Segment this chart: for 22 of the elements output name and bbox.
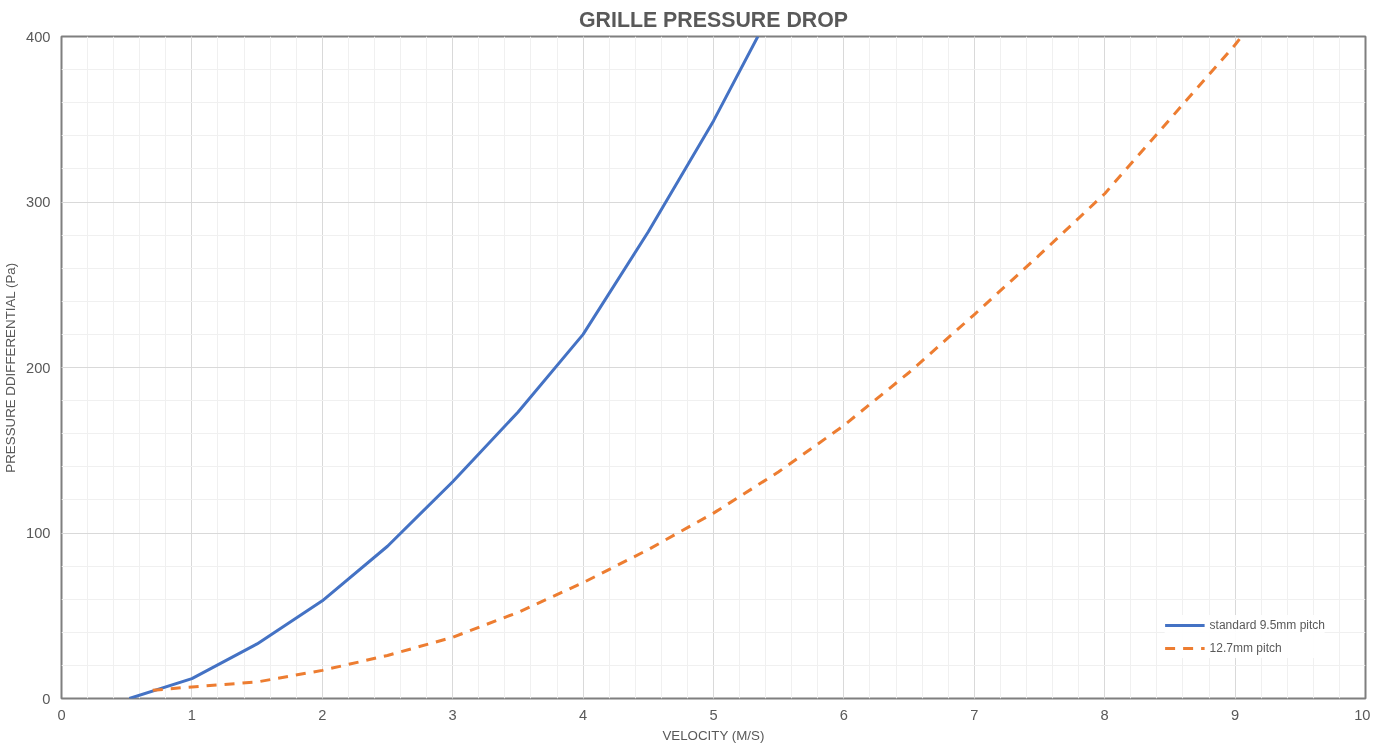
x-tick-label: 1 <box>187 706 196 723</box>
line-series <box>127 36 760 699</box>
x-tick-label: 6 <box>839 706 848 723</box>
x-tick-label: 7 <box>970 706 979 723</box>
y-tick-label: 100 <box>26 525 51 541</box>
x-tick-label: 8 <box>1100 706 1109 723</box>
y-tick-label: 400 <box>26 28 51 45</box>
legend-label: 12.7mm pitch <box>1209 641 1282 655</box>
x-tick-label: 2 <box>318 706 327 723</box>
x-tick-label: 4 <box>579 706 588 723</box>
x-tick-label: 9 <box>1231 706 1240 723</box>
chart-title: GRILLE PRESSURE DROP <box>579 7 849 32</box>
x-tick-label: 5 <box>709 706 718 723</box>
x-tick-label: 3 <box>448 706 457 723</box>
y-tick-label: 0 <box>42 690 51 707</box>
x-tick-label: 0 <box>57 706 66 723</box>
y-axis-title: PRESSURE DDIFFERENTIAL (Pa) <box>3 262 19 473</box>
y-tick-label: 200 <box>26 359 51 376</box>
y-tick-label: 300 <box>26 194 51 210</box>
legend-label: standard 9.5mm pitch <box>1209 618 1325 632</box>
x-tick-label: 10 <box>1354 706 1371 723</box>
x-axis-title: VELOCITY (M/S) <box>662 727 765 743</box>
